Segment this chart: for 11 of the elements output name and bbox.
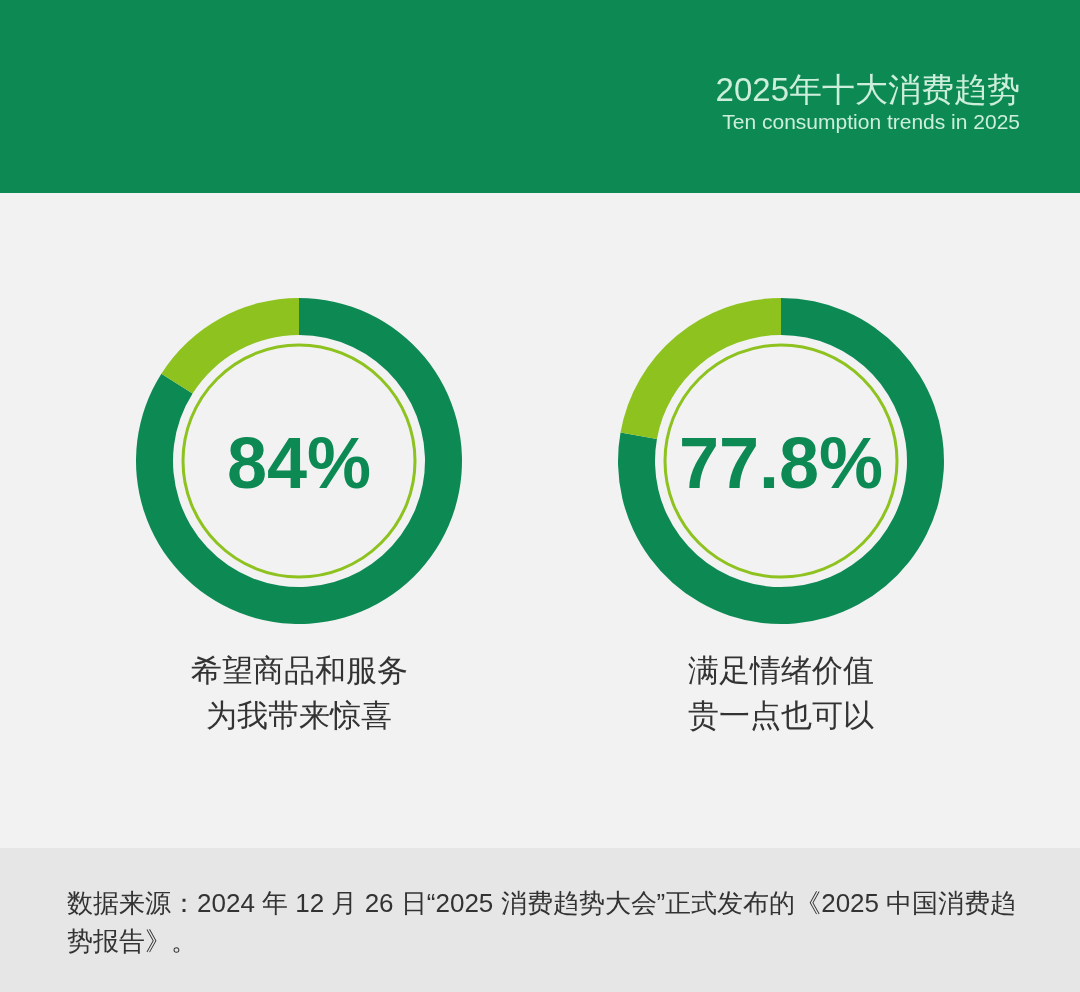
data-label: 84% [226,423,372,503]
text: 2025年十大消费趋势 [715,70,1020,110]
text: 满足情绪价值贵一点也可以 [687,651,875,735]
donut-slice [136,298,462,624]
text: 希望商品和服务为我带来惊喜 [189,651,409,735]
source-note: 数据来源：2024 年 12 月 26 日“2025 消费趋势大会”正式发布的《2025 中国消费趋势报告》。 [67,887,1018,958]
donut-slice [161,298,299,394]
text: Ten consumption trends in 2025 [722,109,1020,135]
data-label: 77.8% [678,423,884,503]
donut-slice [620,298,781,439]
donut-slice [618,298,944,624]
